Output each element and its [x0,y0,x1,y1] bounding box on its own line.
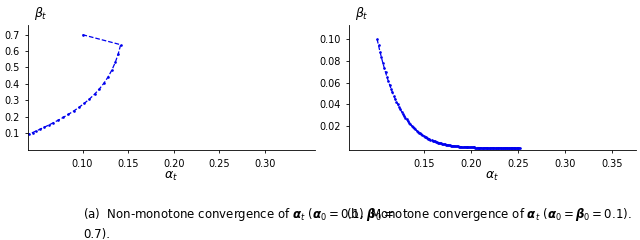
Text: $\beta_t$: $\beta_t$ [355,5,368,22]
Text: (a)  Non-monotone convergence of $\boldsymbol{\alpha}_t$ ($\boldsymbol{\alpha}_0: (a) Non-monotone convergence of $\boldsy… [83,206,394,223]
Text: $\beta_t$: $\beta_t$ [34,5,47,22]
Text: 0.7).: 0.7). [83,228,110,240]
Text: (b)  Monotone convergence of $\boldsymbol{\alpha}_t$ ($\boldsymbol{\alpha}_0 = \: (b) Monotone convergence of $\boldsymbol… [346,206,631,223]
X-axis label: $\alpha_t$: $\alpha_t$ [485,170,499,183]
X-axis label: $\alpha_t$: $\alpha_t$ [164,170,179,183]
